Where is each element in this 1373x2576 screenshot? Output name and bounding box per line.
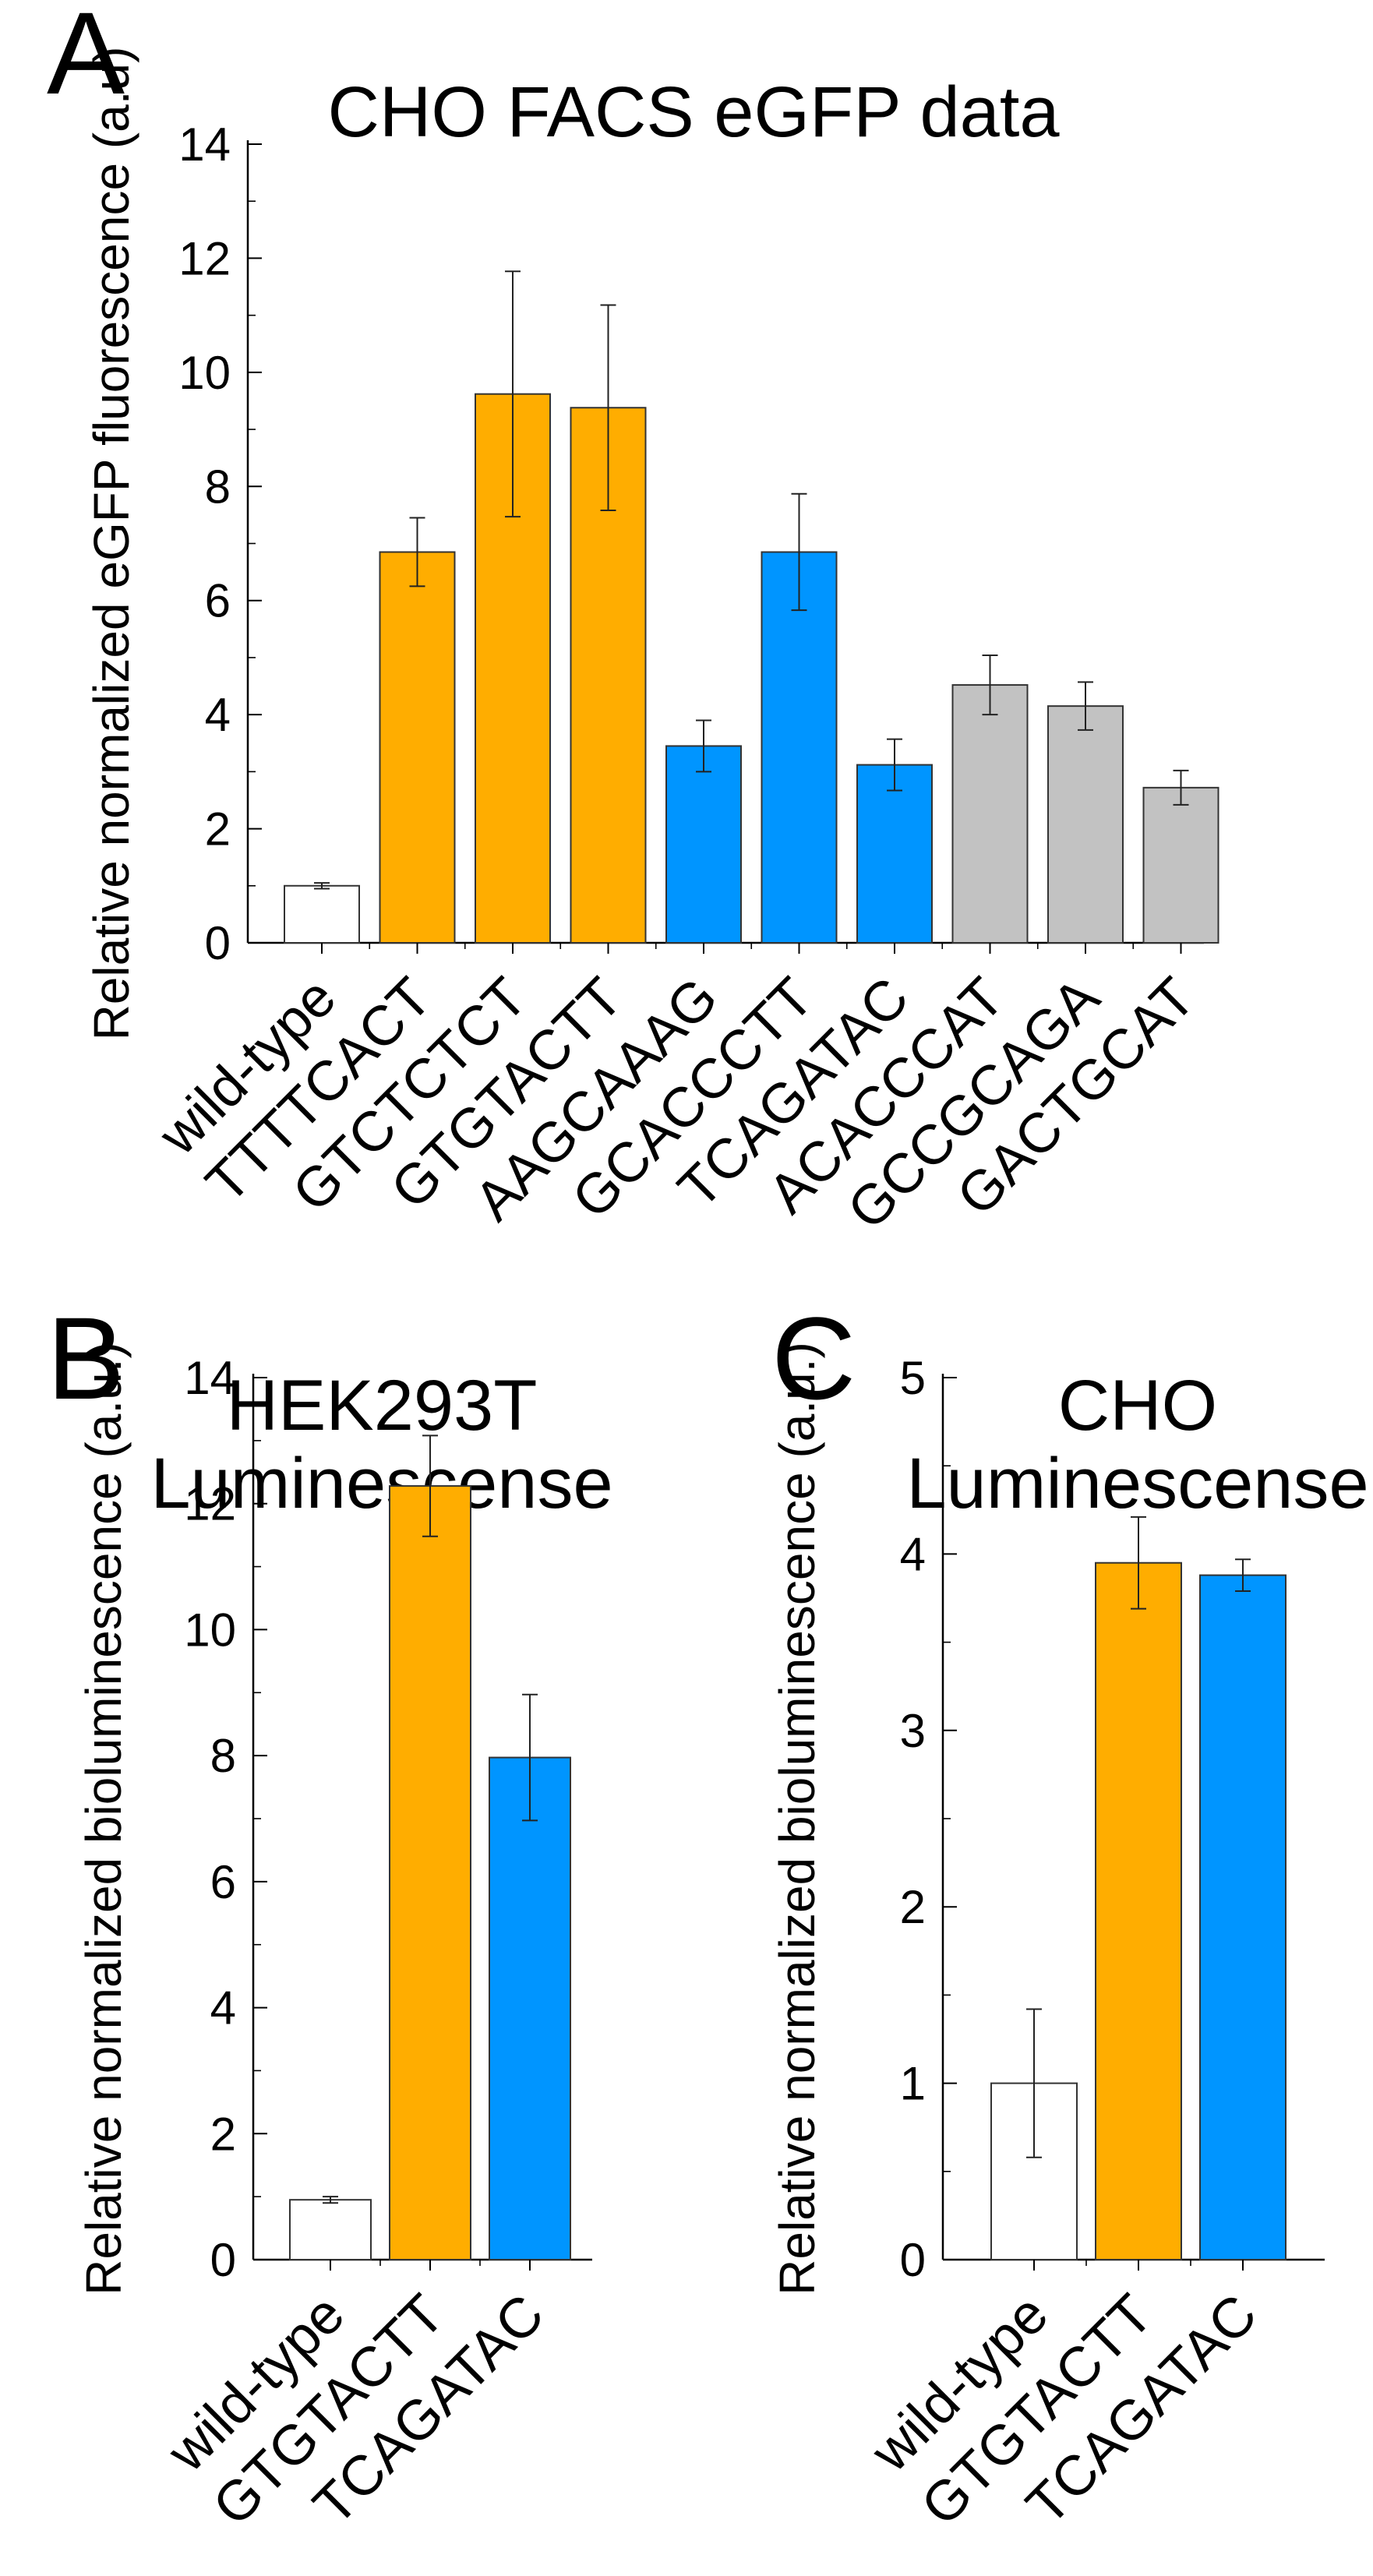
panel-a-bar-gactgcat xyxy=(1142,786,1219,944)
panel-b-y-tick-label: 6 xyxy=(210,1856,236,1908)
panel-a-y-tick-label: 4 xyxy=(205,689,231,741)
panel-b-y-tick-label: 14 xyxy=(184,1352,236,1404)
panel-c-title-line-1: CHO xyxy=(1058,1366,1217,1445)
panel-a-bar-acacccat xyxy=(951,684,1029,944)
panel-b-bar-tcagatac xyxy=(489,1756,571,2261)
panel-b-y-tick-label: 12 xyxy=(184,1478,236,1530)
panel-c-y-tick-label: 0 xyxy=(900,2234,926,2286)
panel-a-y-tick-label: 8 xyxy=(205,461,231,513)
panel-c-y-tick-label: 2 xyxy=(900,1881,926,1933)
panel-b-bar-gtgtactt xyxy=(389,1485,471,2261)
panel-a-y-tick-label: 2 xyxy=(205,803,231,856)
panel-c-y-axis-label: Relative normalized bioluminescence (a.u… xyxy=(769,1342,825,2295)
panel-a-bar-gcaccctt xyxy=(761,551,838,944)
panel-a-y-tick-label: 14 xyxy=(178,118,231,171)
panel-b-y-tick-label: 8 xyxy=(210,1730,236,1782)
panel-a-bar-wild-type xyxy=(284,884,360,944)
panel-a-chart: A CHO FACS eGFP data Relative normalized e… xyxy=(47,0,1219,1241)
panel-a-y-tick-label: 0 xyxy=(205,917,231,969)
panel-c-title-line-2: Luminescense xyxy=(906,1444,1368,1523)
panel-a-y-tick-label: 10 xyxy=(178,347,231,399)
panel-c-y-tick-label: 3 xyxy=(900,1705,926,1757)
panel-a-y-tick-label: 12 xyxy=(178,232,231,284)
panel-b-title-line-2: Luminescense xyxy=(150,1444,612,1523)
panel-b-y-tick-label: 4 xyxy=(210,1982,236,2034)
panel-b-letter: B xyxy=(47,1293,125,1424)
panel-a-y-axis-label: Relative normalized eGFP fluorescence (a… xyxy=(83,47,139,1041)
panel-b-bar-wild-type xyxy=(289,2199,372,2261)
panel-b-y-tick-label: 0 xyxy=(210,2234,236,2286)
panel-a-y-tick-label: 6 xyxy=(205,575,231,627)
panel-b-y-axis-label: Relative normalized bioluminescence (a.u… xyxy=(76,1342,132,2295)
panel-c-y-tick-label: 1 xyxy=(900,2058,926,2110)
panel-c-y-tick-label: 4 xyxy=(900,1528,926,1580)
panel-c-y-tick-label: 5 xyxy=(900,1352,926,1404)
panel-b-title-line-1: HEK293T xyxy=(227,1366,538,1445)
panel-a-bar-tcagatac xyxy=(856,764,933,944)
panel-a-title-line-1: CHO FACS eGFP data xyxy=(327,72,1060,152)
panel-a-bar-ttttcact xyxy=(379,551,456,944)
panel-b-y-tick-label: 10 xyxy=(184,1604,236,1656)
panel-b-y-tick-label: 2 xyxy=(210,2108,236,2160)
panel-a-bar-aagcaaag xyxy=(665,745,742,944)
panel-c-bar-gtgtactt xyxy=(1095,1561,1182,2260)
panel-c-bar-tcagatac xyxy=(1199,1574,1287,2260)
panel-a-bar-gccgcaga xyxy=(1047,705,1124,944)
panel-a-letter: A xyxy=(47,0,125,118)
panel-c-letter: C xyxy=(771,1293,856,1424)
